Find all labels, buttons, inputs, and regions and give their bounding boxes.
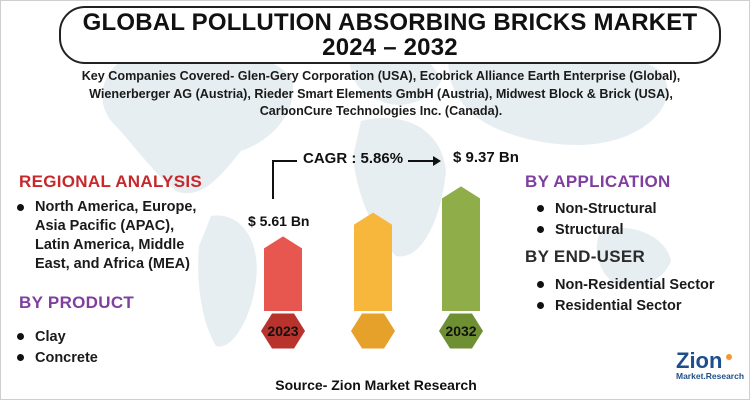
logo-word: Zion <box>676 348 722 373</box>
application-item-non-structural: Non-Structural <box>531 199 657 220</box>
zion-logo: Zion Market.Research <box>676 348 744 381</box>
cagr-label: CAGR : 5.86% <box>303 150 404 167</box>
category-label-2023: 2023 <box>267 323 298 339</box>
application-item-structural: Structural <box>531 220 657 241</box>
badge-2023 <box>261 313 305 349</box>
page-subtitle-years: 2024 – 2032 <box>322 34 458 61</box>
product-item-concrete: Concrete <box>11 348 98 369</box>
regional-line-3: Latin America, Middle <box>35 237 185 253</box>
bar-middle <box>354 212 392 311</box>
product-item-clay: Clay <box>11 327 98 348</box>
application-list: Non-Structural Structural <box>531 199 657 241</box>
bar-2023 <box>264 236 302 311</box>
regional-list: North America, Europe, Asia Pacific (APA… <box>11 198 196 274</box>
source-note: Source- Zion Market Research <box>275 377 477 393</box>
key-companies: Key Companies Covered- Glen-Gery Corpora… <box>41 68 721 121</box>
regional-line-2: Asia Pacific (APAC), <box>35 218 175 234</box>
badge-middle <box>351 313 395 349</box>
by-application-heading: BY APPLICATION <box>525 172 671 191</box>
bar-2032 <box>442 186 480 311</box>
companies-line-3: CarbonCure Technologies Inc. (Canada). <box>259 104 503 118</box>
product-list: Clay Concrete <box>11 327 98 369</box>
badge-2032 <box>439 313 483 349</box>
end-user-list: Non-Residential Sector Residential Secto… <box>531 275 715 317</box>
cagr-arrow-left <box>272 160 297 199</box>
category-label-2032: 2032 <box>445 323 476 339</box>
value-label-2032: $ 9.37 Bn <box>453 149 519 166</box>
regional-item: North America, Europe, Asia Pacific (APA… <box>11 198 196 274</box>
cagr-arrowhead <box>433 156 441 166</box>
logo-sub: Market.Research <box>676 371 744 381</box>
companies-line-1: Key Companies Covered- Glen-Gery Corpora… <box>81 69 681 83</box>
by-product-heading: BY PRODUCT <box>19 293 135 312</box>
by-end-user-heading: BY END-USER <box>525 247 646 266</box>
end-user-item-residential: Residential Sector <box>531 296 715 317</box>
logo-dot-icon <box>726 354 732 360</box>
value-label-2023: $ 5.61 Bn <box>248 213 310 229</box>
end-user-item-non-residential: Non-Residential Sector <box>531 275 715 296</box>
page-title: GLOBAL POLLUTION ABSORBING BRICKS MARKET <box>82 9 698 36</box>
companies-line-2: Wienerberger AG (Austria), Rieder Smart … <box>89 86 673 101</box>
regional-line-1: North America, Europe, <box>35 199 197 215</box>
regional-analysis-heading: REGIONAL ANALYSIS <box>19 172 203 191</box>
regional-line-4: East, and Africa (MEA) <box>35 256 190 272</box>
title-banner: GLOBAL POLLUTION ABSORBING BRICKS MARKET… <box>59 6 721 64</box>
